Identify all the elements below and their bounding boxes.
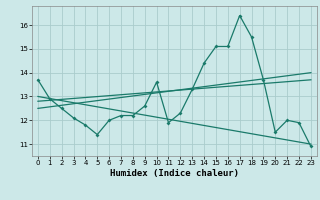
X-axis label: Humidex (Indice chaleur): Humidex (Indice chaleur) — [110, 169, 239, 178]
